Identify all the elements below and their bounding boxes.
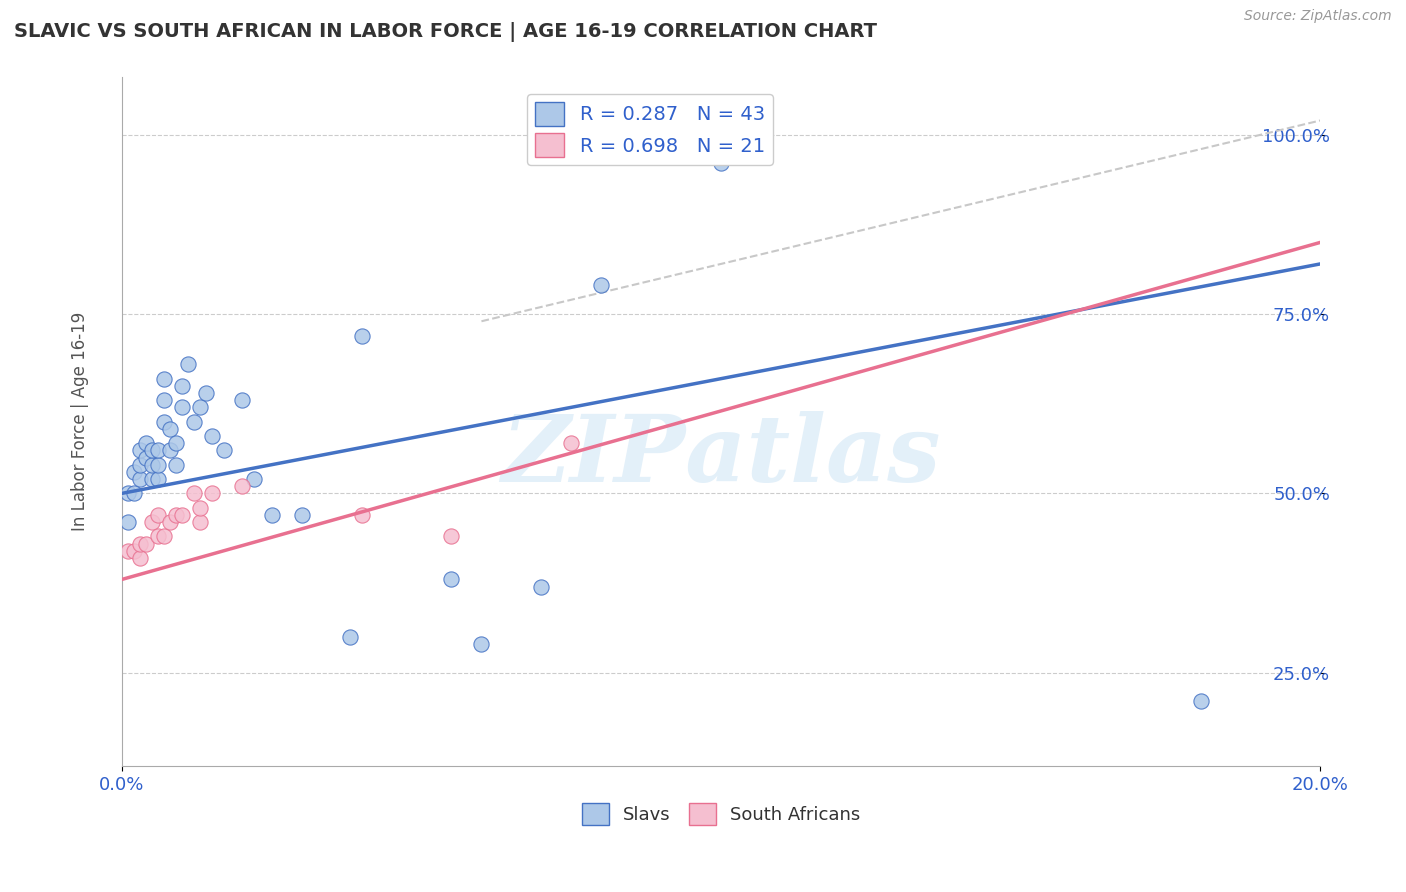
Point <box>440 573 463 587</box>
Point <box>177 357 200 371</box>
Point <box>153 393 176 408</box>
Point <box>159 422 181 436</box>
Point <box>146 472 169 486</box>
Point <box>681 135 703 149</box>
Point <box>591 278 613 293</box>
Point <box>165 508 187 522</box>
Point <box>122 486 145 500</box>
Point <box>128 458 150 472</box>
Point <box>135 436 157 450</box>
Point <box>135 450 157 465</box>
Point <box>128 550 150 565</box>
Point <box>188 515 211 529</box>
Point <box>183 486 205 500</box>
Point <box>141 443 163 458</box>
Text: SLAVIC VS SOUTH AFRICAN IN LABOR FORCE | AGE 16-19 CORRELATION CHART: SLAVIC VS SOUTH AFRICAN IN LABOR FORCE |… <box>14 22 877 42</box>
Point <box>350 328 373 343</box>
Point <box>146 458 169 472</box>
Point <box>165 436 187 450</box>
Point <box>122 543 145 558</box>
Point <box>117 486 139 500</box>
Point <box>141 472 163 486</box>
Point <box>159 443 181 458</box>
Point <box>350 508 373 522</box>
Point <box>141 515 163 529</box>
Point <box>159 515 181 529</box>
Y-axis label: In Labor Force | Age 16-19: In Labor Force | Age 16-19 <box>72 312 89 532</box>
Point <box>201 429 224 443</box>
Point <box>122 465 145 479</box>
Point <box>117 543 139 558</box>
Point <box>128 536 150 550</box>
Point <box>440 529 463 543</box>
Point <box>194 386 217 401</box>
Point <box>291 508 314 522</box>
Text: ZIP​atlas: ZIP​atlas <box>502 411 941 501</box>
Point <box>141 458 163 472</box>
Point <box>146 508 169 522</box>
Point <box>153 371 176 385</box>
Point <box>260 508 283 522</box>
Point <box>183 415 205 429</box>
Point <box>117 515 139 529</box>
Point <box>242 472 264 486</box>
Text: Source: ZipAtlas.com: Source: ZipAtlas.com <box>1244 9 1392 23</box>
Point <box>146 529 169 543</box>
Point <box>530 580 553 594</box>
Point <box>170 379 193 393</box>
Point <box>231 479 253 493</box>
Point <box>1189 694 1212 708</box>
Point <box>681 135 703 149</box>
Point <box>153 415 176 429</box>
Point <box>188 401 211 415</box>
Point <box>470 637 492 651</box>
Point <box>339 630 361 644</box>
Point <box>231 393 253 408</box>
Point <box>201 486 224 500</box>
Point <box>146 443 169 458</box>
Point <box>135 536 157 550</box>
Point <box>170 401 193 415</box>
Point <box>170 508 193 522</box>
Point <box>212 443 235 458</box>
Point <box>188 500 211 515</box>
Point <box>710 156 733 170</box>
Point <box>153 529 176 543</box>
Legend: Slavs, South Africans: Slavs, South Africans <box>575 796 868 832</box>
Point <box>128 472 150 486</box>
Point <box>560 436 582 450</box>
Point <box>165 458 187 472</box>
Point <box>128 443 150 458</box>
